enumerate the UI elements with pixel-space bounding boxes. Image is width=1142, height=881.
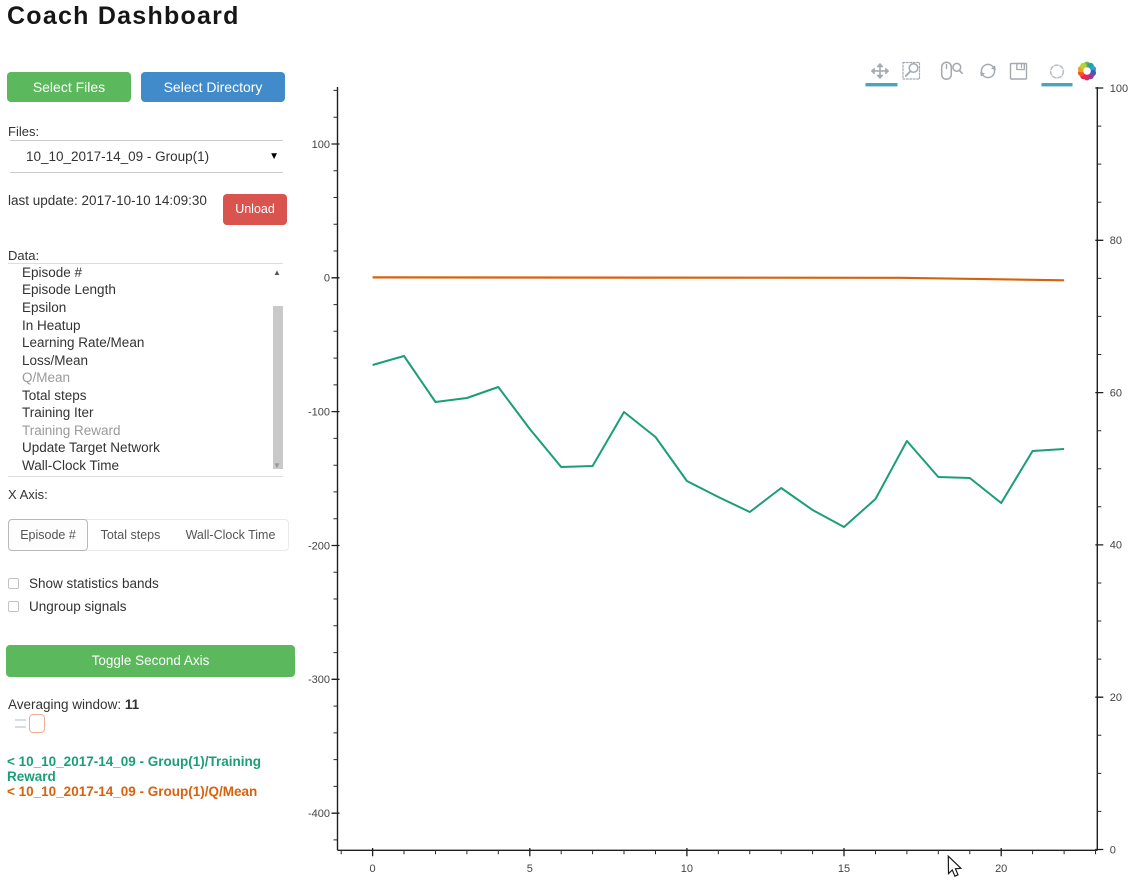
svg-text:0: 0 [1110,844,1116,856]
svg-text:20: 20 [1110,692,1122,704]
svg-text:100: 100 [312,139,330,151]
svg-text:0: 0 [370,863,376,875]
svg-text:80: 80 [1110,235,1122,247]
svg-text:100: 100 [1110,83,1128,95]
svg-text:0: 0 [324,273,330,285]
svg-text:-100: -100 [308,406,330,418]
svg-text:15: 15 [838,863,850,875]
svg-text:10: 10 [681,863,693,875]
svg-text:40: 40 [1110,540,1122,552]
svg-text:20: 20 [995,863,1007,875]
svg-text:5: 5 [527,863,533,875]
svg-text:-400: -400 [308,808,330,820]
svg-text:60: 60 [1110,387,1122,399]
svg-text:-200: -200 [308,540,330,552]
svg-text:-300: -300 [308,674,330,686]
